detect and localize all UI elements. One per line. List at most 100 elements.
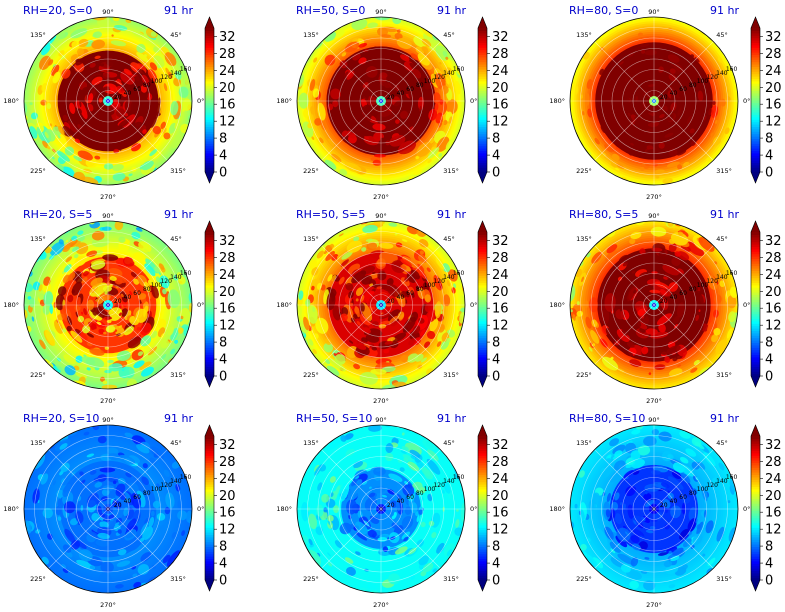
field-cell (159, 275, 170, 289)
colorbar-segment (751, 467, 760, 471)
field-cell (99, 521, 109, 529)
colorbar-segment (751, 462, 760, 466)
radial-tick-label: 20 (387, 502, 395, 509)
colorbar-segment (478, 104, 487, 108)
colorbar-segment (205, 270, 214, 274)
colorbar-segment (751, 496, 760, 499)
colorbar-extend-min (205, 172, 214, 183)
field-cell (118, 236, 126, 243)
colorbar-segment (751, 95, 760, 99)
panel-time: 91 hr (710, 208, 739, 221)
field-cell (648, 84, 655, 87)
colorbar-segment (205, 304, 214, 307)
colorbar-segment (478, 236, 487, 240)
colorbar-segment (205, 239, 214, 243)
colorbar-segment (751, 536, 760, 540)
field-cell (351, 270, 367, 284)
colorbar-segment (478, 294, 487, 298)
field-cell (690, 545, 695, 549)
colorbar-segment (751, 479, 760, 483)
colorbar-segment (751, 239, 760, 243)
colorbar-tick-label: 0 (492, 370, 500, 385)
field-cell (312, 88, 320, 98)
field-cell (371, 85, 386, 94)
colorbar-segment (205, 294, 214, 298)
colorbar-segment (751, 488, 760, 492)
colorbar-segment (478, 66, 487, 70)
field-cell (125, 537, 141, 551)
field-cell (628, 149, 635, 156)
colorbar-segment (478, 366, 487, 370)
grid-spoke (380, 245, 441, 306)
field-cell (313, 333, 319, 340)
colorbar-segment (478, 524, 487, 528)
field-cell (155, 276, 161, 283)
field-cell (319, 137, 324, 144)
colorbar-segment (751, 275, 760, 279)
colorbar-segment (205, 462, 214, 466)
field-cell (402, 256, 419, 269)
colorbar-segment (478, 253, 487, 257)
angle-tick-label: 90° (102, 416, 114, 424)
colorbar-tick-label: 4 (219, 557, 227, 572)
field-cell (399, 467, 405, 472)
field-cell (124, 310, 132, 321)
field-cell (91, 39, 106, 50)
field-cell (75, 511, 84, 524)
angle-tick-label: 225° (30, 371, 46, 379)
colorbar-segment (478, 244, 487, 247)
colorbar-segment (205, 143, 214, 147)
colorbar-segment (205, 476, 214, 480)
field-cell (351, 269, 360, 276)
colorbar-segment (478, 311, 487, 315)
field-cell (162, 288, 167, 295)
colorbar-segment (205, 536, 214, 540)
field-cell (419, 250, 424, 255)
field-cell (351, 18, 368, 30)
field-cell (668, 282, 679, 292)
grid-spoke (107, 100, 168, 161)
colorbar-segment (478, 556, 487, 559)
polar-frame (296, 220, 466, 390)
colorbar-segment (478, 541, 487, 545)
colorbar-tick-label: 16 (219, 506, 236, 521)
colorbar-segment (478, 452, 487, 456)
field-cell (355, 476, 360, 480)
colorbar-segment (751, 498, 760, 502)
colorbar-segment (751, 337, 760, 341)
field-cell (45, 555, 60, 571)
colorbar-segment (478, 356, 487, 360)
field-cell (71, 40, 80, 49)
colorbar-segment (205, 344, 214, 348)
colorbar-segment (478, 373, 487, 377)
colorbar-segment (205, 306, 214, 310)
field-cell (308, 513, 317, 530)
colorbar-segment (205, 296, 214, 300)
field-cell (58, 239, 64, 245)
field-cell (62, 328, 67, 333)
colorbar-segment (478, 476, 487, 480)
colorbar-segment (205, 467, 214, 471)
colorbar-segment (478, 445, 487, 449)
colorbar-segment (751, 294, 760, 298)
field-cell (340, 435, 347, 442)
field-cell (446, 337, 451, 343)
field-cell (673, 315, 680, 324)
colorbar-segment (205, 241, 214, 245)
colorbar-segment (478, 488, 487, 492)
field-cell (58, 50, 65, 57)
field-cell (126, 360, 132, 365)
field-cell (431, 532, 437, 539)
field-cell (680, 464, 694, 477)
colorbar-segment (478, 289, 487, 293)
field-cell (421, 46, 429, 53)
colorbar-segment (205, 73, 214, 77)
colorbar-segment (478, 450, 487, 454)
field-cell (445, 76, 450, 85)
radial-tick-label: 80 (689, 490, 697, 497)
field-cell (646, 274, 653, 279)
field-cell (653, 511, 664, 521)
colorbar-tick-label: 32 (219, 30, 236, 45)
colorbar-segment (205, 332, 214, 336)
field-cell (125, 472, 132, 478)
